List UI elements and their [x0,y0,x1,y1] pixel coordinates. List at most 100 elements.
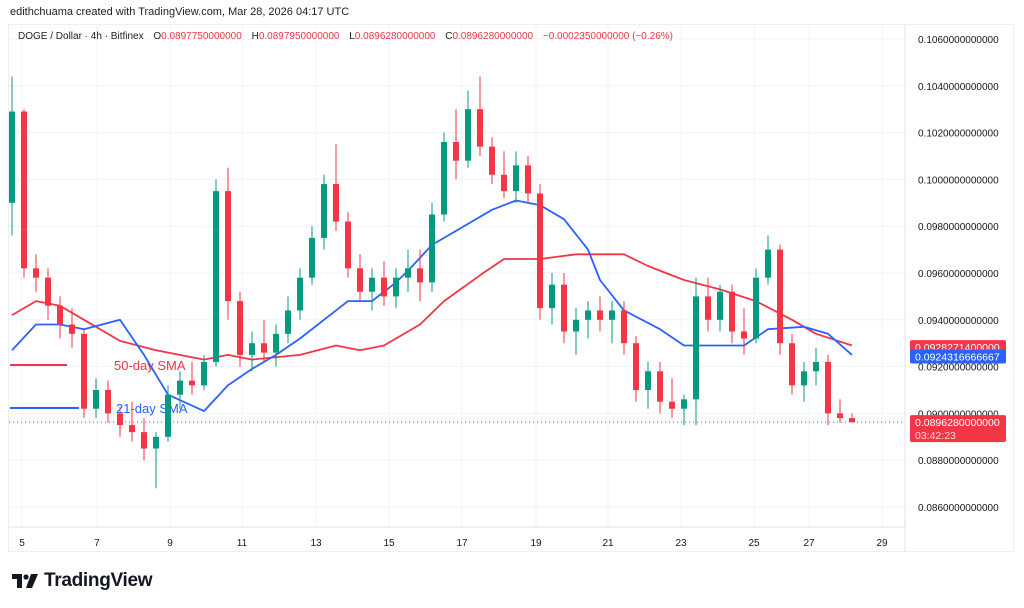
candle-body-up [273,333,279,353]
y-tick-label: 0.0880000000000 [918,456,999,467]
candle-body-up [465,109,471,161]
candle-body-down [789,343,795,386]
change-value: −0.0002350000000 (−0.26%) [542,31,673,42]
candle-body-down [537,193,543,309]
candle-body-up [285,310,291,334]
x-tick-label: 23 [675,538,687,549]
close-value: 0.0896280000000 [452,31,534,42]
candle-body-up [321,184,327,238]
candle-body-up [765,249,771,278]
candle-body-down [477,109,483,147]
tradingview-logo-icon [12,574,38,588]
x-tick-label: 21 [602,538,614,549]
x-tick-label: 11 [237,538,248,549]
high-key: H [251,31,259,42]
candle-body-up [441,141,447,215]
candle-body-down [525,165,531,194]
candle-body-down [69,324,75,334]
candle-body-down [129,425,135,433]
open-value: 0.0897750000000 [161,31,242,42]
candle-body-down [741,331,747,339]
candle-body-down [345,221,351,269]
candle-body-down [33,268,39,278]
candle-body-up [513,165,519,192]
candle-body-down [261,343,267,353]
x-tick-label: 15 [383,538,395,549]
candle-body-down [657,371,663,402]
open-key: O [153,31,162,42]
candle-body-down [225,191,231,302]
candle-body-up [369,277,375,292]
high-value: 0.0897950000000 [258,31,340,42]
y-tick-label: 0.0940000000000 [918,316,999,327]
candle-body-down [357,268,363,292]
candle-body-up [213,191,219,362]
axes: 0.1060000000000 0.1040000000000 0.10200000… [9,25,999,552]
x-tick-label: 19 [530,538,542,549]
candle-body-down [489,146,495,175]
candle-body-down [81,333,87,409]
candle-body-up [405,268,411,278]
candle-body-down [705,296,711,320]
chart-credit: edithchuama created with TradingView.com… [10,6,350,18]
candle-body-down [237,301,243,355]
candle-body-down [141,432,147,449]
candle-body-up [681,399,687,409]
y-tick-label: 0.0860000000000 [918,503,999,514]
grid [9,25,905,527]
x-tick-label: 17 [456,538,468,549]
candle-body-down [21,111,27,269]
candle-body-down [825,361,831,414]
y-tick-label: 0.1060000000000 [918,35,999,46]
candle-body-up [573,319,579,332]
low-value: 0.0896280000000 [354,31,436,42]
chart-frame [8,24,1014,552]
candle-body-down [729,291,735,332]
x-tick-label: 13 [310,538,322,549]
candle-body-up [585,310,591,320]
candle-body-up [609,310,615,320]
brand-name: TradingView [44,570,153,591]
sma21-price-tag: 0.0924316666667 [915,352,1000,364]
tradingview-logo[interactable]: TradingView [12,570,153,592]
candle-body-up [753,277,759,339]
candle-body-up [309,237,315,278]
candle-body-down [669,401,675,409]
candle-body-down [105,390,111,414]
candle-body-down [561,284,567,332]
x-tick-label: 5 [19,538,25,549]
y-tick-label: 0.1020000000000 [918,129,999,140]
candle-body-down [453,141,459,161]
candle-body-down [45,277,51,306]
candle-body-down [849,418,855,423]
candle-body-up [393,277,399,297]
candle-body-up [549,284,555,309]
y-tick-label: 0.0960000000000 [918,269,999,280]
y-tick-label: 0.1040000000000 [918,82,999,93]
x-tick-label: 27 [803,538,815,549]
candle-body-up [717,291,723,320]
price-tags: 0.09282714000000.09243166666670.08962800… [910,340,1006,443]
candle-body-down [777,249,783,344]
candle-body-down [417,268,423,283]
candle-body-up [93,390,99,409]
candle-body-up [297,277,303,311]
candle-body-up [645,371,651,390]
candle-body-down [501,174,507,192]
candle-body-down [189,380,195,386]
y-tick-label: 0.0920000000000 [918,363,999,374]
bar-countdown: 03:42:23 [915,430,956,442]
sma21-label: 21-day SMA [116,401,188,416]
symbol-label[interactable]: DOGE / Dollar · 4h · Bitfinex [18,31,144,42]
candle-body-up [153,436,159,449]
candle-body-down [57,305,63,325]
x-tick-label: 7 [94,538,100,549]
candle-body-down [837,413,843,419]
candle-body-down [597,310,603,320]
y-tick-label: 0.0900000000000 [918,409,999,420]
sma21-price-tag-bg [910,349,1006,364]
x-tick-label: 9 [167,538,173,549]
candles [9,76,855,489]
y-tick-label: 0.0980000000000 [918,222,999,233]
